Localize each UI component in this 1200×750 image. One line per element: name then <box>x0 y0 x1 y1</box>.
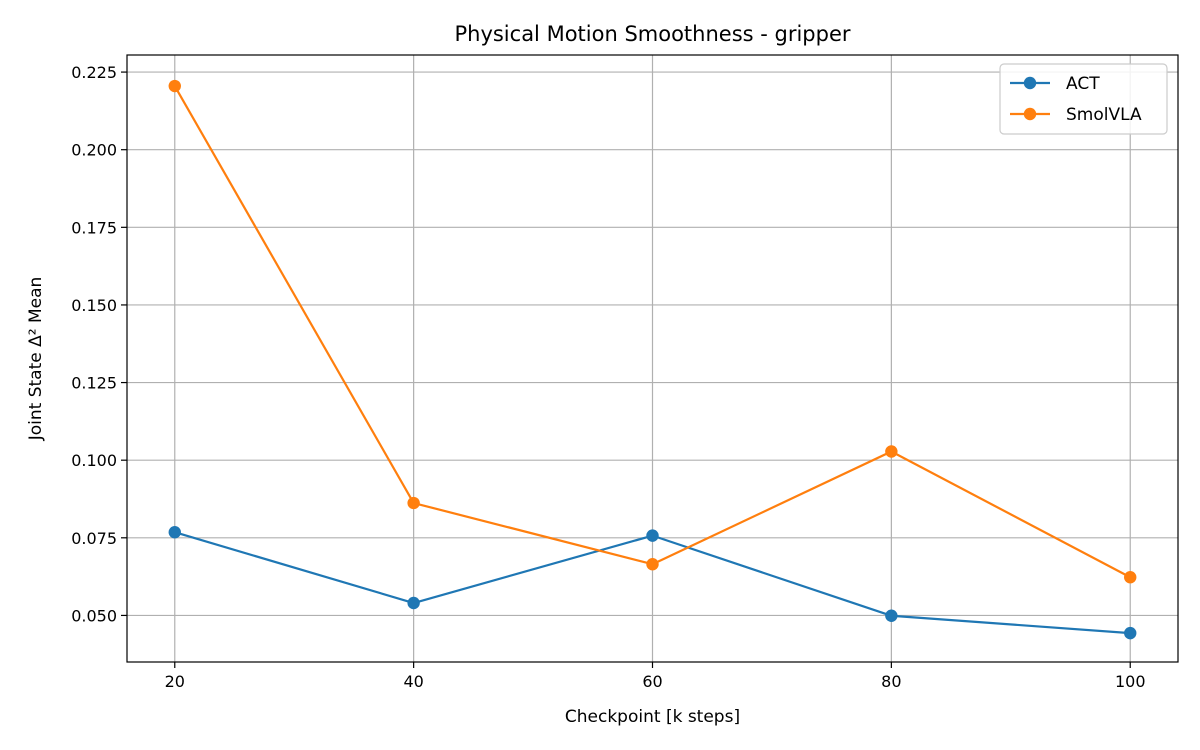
chart-title: Physical Motion Smoothness - gripper <box>454 22 850 46</box>
x-tick-label: 80 <box>881 672 901 691</box>
y-tick-label: 0.050 <box>71 606 117 625</box>
data-point <box>407 596 420 610</box>
x-tick-label: 100 <box>1115 672 1146 691</box>
y-tick-label: 0.225 <box>71 63 117 82</box>
x-tick-label: 40 <box>403 672 423 691</box>
data-point <box>1124 571 1137 584</box>
series-act <box>168 526 1137 640</box>
x-tick-label: 60 <box>642 672 662 691</box>
data-point <box>1124 626 1137 640</box>
x-axis-title: Checkpoint [k steps] <box>565 707 740 727</box>
data-point <box>646 557 659 571</box>
legend: ACT SmolVLA <box>999 63 1168 135</box>
series-smolvla <box>168 79 1137 584</box>
data-point <box>885 609 898 622</box>
y-axis-title: Joint State Δ² Mean <box>26 277 46 442</box>
y-tick-label: 0.175 <box>71 218 117 237</box>
series-layer <box>168 79 1137 640</box>
x-tick-label: 20 <box>165 672 185 691</box>
axis-ticks: 20 40 60 80 100 0.050 0.075 0.100 0.125 0.150 0.17… <box>71 63 1145 691</box>
legend-swatch-marker <box>1023 107 1037 121</box>
grid-lines <box>127 55 1178 662</box>
legend-label: ACT <box>1066 74 1100 94</box>
legend-item: ACT <box>1010 74 1100 94</box>
legend-box <box>999 63 1168 135</box>
data-point <box>885 445 898 458</box>
data-point <box>168 79 181 93</box>
legend-label: SmolVLA <box>1066 105 1142 125</box>
data-point <box>646 529 659 542</box>
legend-item: SmolVLA <box>1010 105 1142 125</box>
y-tick-label: 0.125 <box>71 374 117 393</box>
y-tick-label: 0.200 <box>71 141 117 160</box>
y-tick-label: 0.100 <box>71 451 117 470</box>
data-point <box>168 526 181 539</box>
legend-swatch-marker <box>1023 76 1037 90</box>
y-tick-label: 0.150 <box>71 296 117 315</box>
data-point <box>407 496 420 510</box>
y-tick-label: 0.075 <box>71 529 117 548</box>
